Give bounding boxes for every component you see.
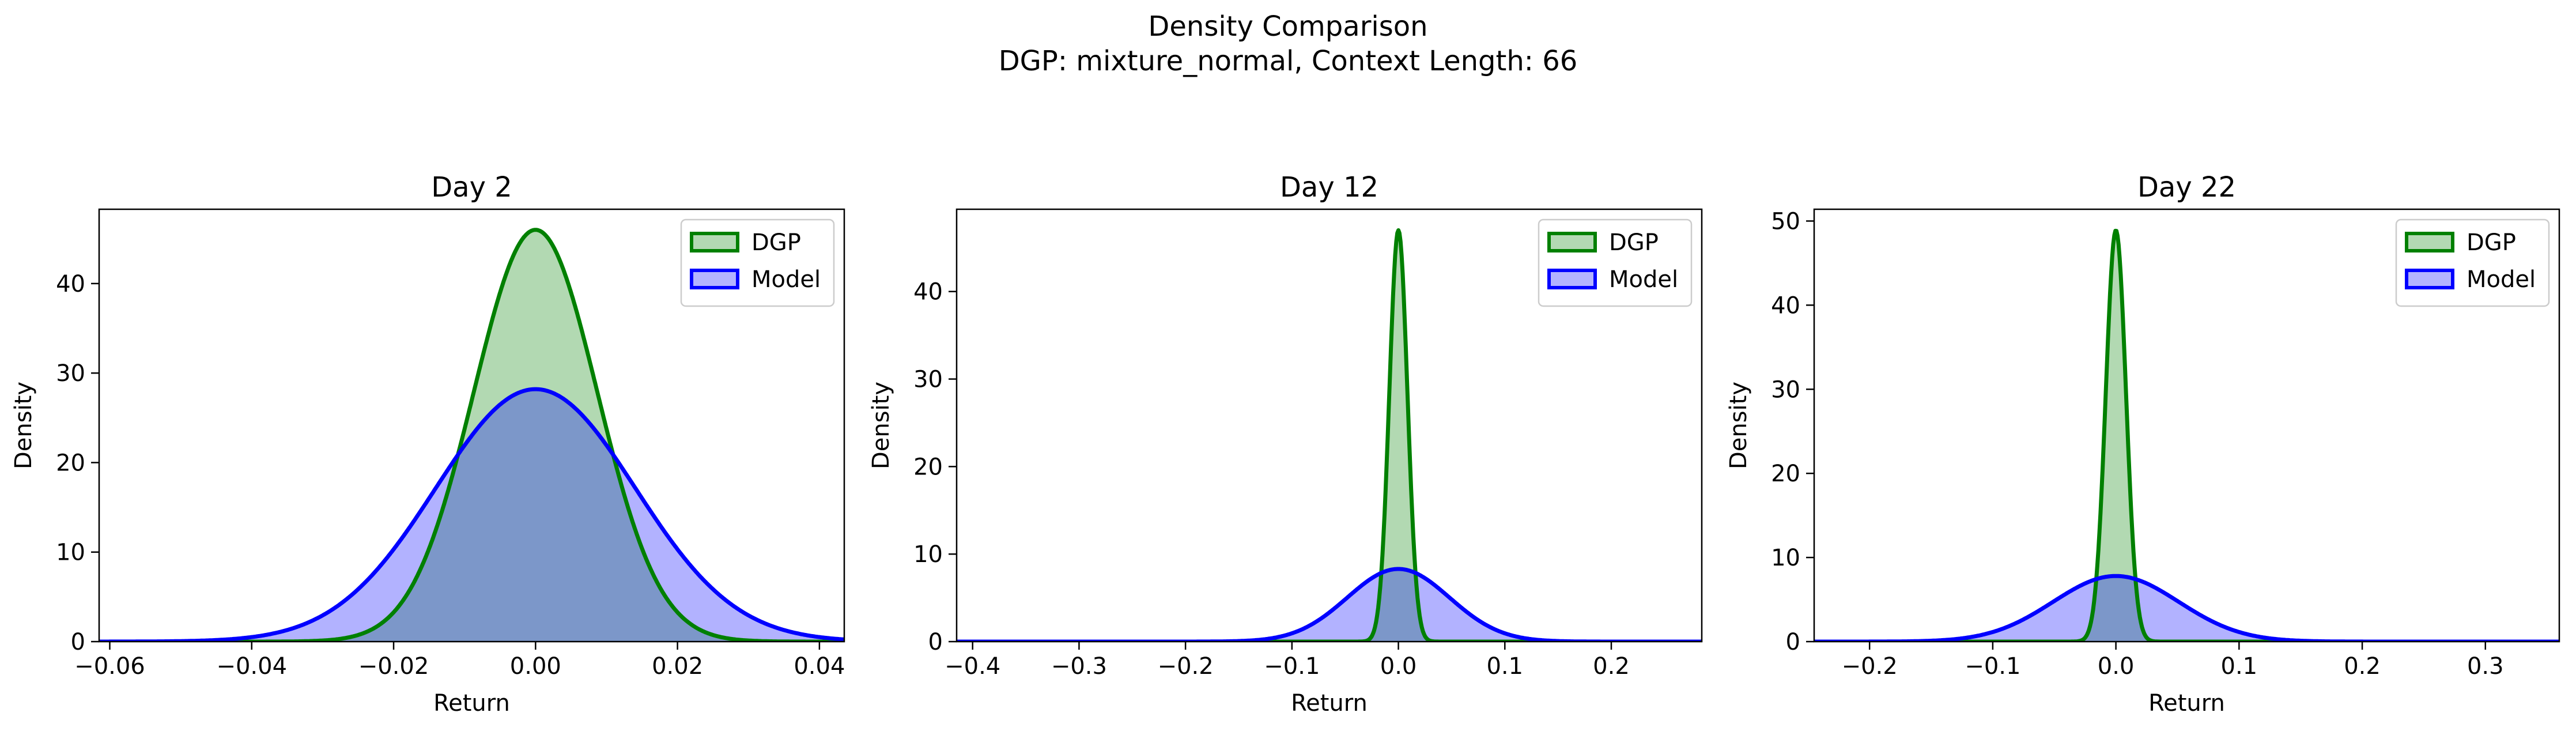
x-tick-label: −0.04	[216, 653, 287, 680]
y-tick-label: 50	[1771, 208, 1800, 235]
panel-day-2: −0.4 −0.3 −0.2 −0.1 0.0 0.1 0.2 0 10 20 30 40 Day 12…	[868, 171, 1703, 717]
y-axis-label: Density	[1725, 382, 1752, 469]
y-axis-label: Density	[10, 382, 37, 469]
dgp-legend-label: DGP	[1609, 229, 1659, 256]
axes-frame	[955, 208, 1703, 643]
panel-title: Day 12	[1280, 171, 1378, 203]
x-tick-label: −0.1	[1264, 653, 1320, 680]
x-tick-label: −0.4	[945, 653, 1000, 680]
y-tick-label: 40	[56, 271, 85, 297]
x-tick-label: 0.1	[1486, 653, 1523, 680]
model-legend-label: Model	[2467, 266, 2536, 293]
plot-area	[1814, 228, 2559, 642]
y-tick-label: 40	[1771, 292, 1800, 319]
figure-subtitle: DGP: mixture_normal, Context Length: 66	[999, 45, 1578, 77]
y-axis-label: Density	[868, 382, 894, 469]
y-tick-label: 0	[928, 629, 943, 655]
x-tick-label: 0.02	[652, 653, 703, 680]
model-legend-label: Model	[1609, 266, 1678, 293]
dgp-legend-label: DGP	[751, 229, 801, 256]
axes-frame	[98, 208, 845, 643]
x-tick-label: 0.0	[1380, 653, 1417, 680]
model-density-line	[1814, 574, 2559, 642]
x-tick-label: 0.0	[2098, 653, 2135, 680]
dgp-density-line	[99, 228, 844, 642]
x-tick-label: −0.06	[74, 653, 145, 680]
model-density-fill	[957, 569, 1702, 642]
panel-day-1: −0.06 −0.04 −0.02 0.00 0.02 0.04 0 10 20 30 40 Day …	[10, 171, 845, 717]
model-legend-label: Model	[751, 266, 821, 293]
y-tick-label: 30	[56, 360, 85, 387]
x-tick-label: 0.2	[1593, 653, 1630, 680]
x-tick-label: −0.02	[358, 653, 429, 680]
x-tick-label: 0.1	[2221, 653, 2258, 680]
legend: DGP Model	[1538, 218, 1693, 307]
y-tick-label: 10	[1771, 545, 1800, 571]
legend: DGP Model	[2395, 218, 2550, 307]
x-tick-label: −0.2	[1842, 653, 1898, 680]
x-tick-label: −0.3	[1051, 653, 1107, 680]
y-tick-label: 10	[913, 541, 943, 568]
x-axis-label: Return	[433, 690, 510, 717]
plot-area	[99, 228, 844, 642]
y-tick-label: 0	[71, 629, 85, 655]
y-tick-label: 20	[56, 450, 85, 476]
model-legend-swatch	[1547, 269, 1597, 289]
dgp-legend-swatch	[1547, 232, 1597, 252]
x-tick-label: 0.04	[794, 653, 845, 680]
y-tick-label: 30	[913, 367, 943, 393]
x-tick-label: −0.2	[1158, 653, 1214, 680]
dgp-legend-label: DGP	[2467, 229, 2516, 256]
model-density-line	[99, 387, 844, 642]
panel-title: Day 22	[2137, 171, 2236, 203]
x-axis-label: Return	[1291, 690, 1368, 717]
x-tick-label: 0.2	[2344, 653, 2381, 680]
y-tick-label: 10	[56, 540, 85, 566]
y-tick-label: 20	[1771, 461, 1800, 487]
axes-frame	[1813, 208, 2560, 643]
x-tick-label: 0.00	[510, 653, 561, 680]
x-tick-label: 0.3	[2467, 653, 2504, 680]
dgp-legend-swatch	[690, 232, 739, 252]
y-tick-label: 20	[913, 454, 943, 480]
y-tick-label: 40	[913, 279, 943, 306]
x-tick-label: −0.1	[1965, 653, 2020, 680]
model-legend-swatch	[690, 269, 739, 289]
panel-title: Day 2	[431, 171, 512, 203]
legend: DGP Model	[680, 218, 835, 307]
y-tick-label: 30	[1771, 376, 1800, 403]
panel-day-3: −0.2 −0.1 0.0 0.1 0.2 0.3 0 10 20 30 40 50 Day 22 Ret…	[1725, 171, 2560, 717]
model-legend-swatch	[2405, 269, 2454, 289]
x-axis-label: Return	[2148, 690, 2225, 717]
panels-group: −0.06 −0.04 −0.02 0.00 0.02 0.04010203040Day …	[10, 171, 2560, 717]
figure-title: Density Comparison	[1148, 10, 1427, 43]
model-density-fill	[99, 389, 844, 642]
y-tick-label: 0	[1786, 629, 1800, 655]
dgp-legend-swatch	[2405, 232, 2454, 252]
